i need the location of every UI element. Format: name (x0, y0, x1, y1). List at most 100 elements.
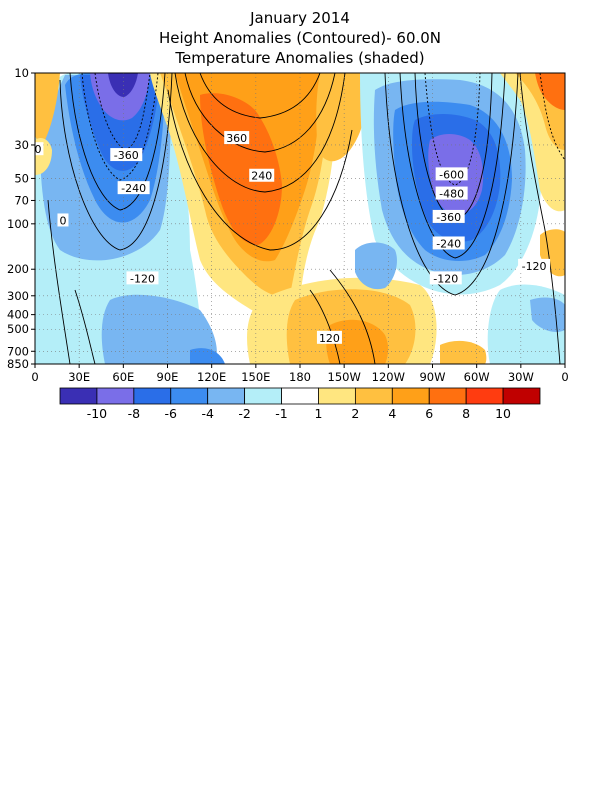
contour-label: -240 (121, 182, 146, 195)
contour-label-bg (435, 167, 468, 181)
x-axis: 0 30E 60E 90E 120E 150E 180 150W 120W 90W 60W 30W 0 (31, 364, 569, 384)
contour-zero-west (74, 289, 96, 364)
x-tick-label: 60E (112, 370, 134, 384)
y-tick-label: 200 (7, 262, 29, 276)
contour-pos-lower (309, 289, 341, 364)
cold-region-8 (90, 73, 150, 121)
colorbar-swatch (318, 387, 356, 405)
contour-label: 120 (319, 332, 340, 345)
contour-zero-west (47, 199, 71, 364)
contour-neg-eurasia (81, 73, 159, 181)
warm-region-8 (200, 93, 282, 245)
chart-subtitle-height: Height Anomalies (Contoured)- 60.0N (158, 29, 442, 47)
temperature-shading (35, 73, 565, 364)
y-tick-label: 10 (14, 66, 29, 80)
y-tick-label: 400 (7, 308, 29, 322)
plot-area: -360 -240 0 0 -120 360 240 120 -600 -480 -360 -240 -… (34, 73, 565, 364)
x-tick-label: 0 (561, 370, 568, 384)
y-tick-label: 500 (7, 322, 29, 336)
x-tick-label: 60W (464, 370, 490, 384)
contour-label: -600 (439, 168, 464, 181)
y-tick-label: 700 (7, 344, 29, 358)
contour-pos-pacific (174, 73, 346, 193)
colorbar-swatch (465, 387, 504, 405)
y-tick-label: 30 (14, 138, 29, 152)
contour-label-bg (435, 186, 468, 200)
cold-lower-eurasia-2 (190, 348, 225, 364)
contour-pos-pacific (199, 73, 321, 119)
x-tick-label: 150E (241, 370, 270, 384)
contour-label: 0 (34, 143, 41, 156)
colorbar: -10 -8 -6 -4 -2 -1 1 2 4 6 8 10 (59, 387, 541, 421)
contour-atlantic (519, 73, 561, 364)
colorbar-label: -1 (275, 406, 287, 421)
colorbar-label: 4 (388, 406, 396, 421)
contour-neg-eurasia (69, 73, 166, 211)
contour-label: -240 (436, 237, 461, 250)
colorbar-label: 8 (462, 406, 470, 421)
contour-label: -360 (436, 211, 461, 224)
contour-neg-na (399, 73, 506, 259)
x-tick-label: 30E (68, 370, 90, 384)
contour-pos-lower (329, 269, 376, 364)
contour-neg-eurasia (59, 73, 173, 251)
contour-label: -120 (433, 272, 458, 285)
contour-label-bg (432, 236, 465, 250)
colorbar-swatch (281, 387, 319, 405)
colorbar-swatch (59, 387, 98, 405)
contour-label-bg (224, 131, 250, 145)
warm-west-edge (35, 73, 60, 143)
colorbar-label: 1 (314, 406, 322, 421)
x-tick-label: 120E (197, 370, 226, 384)
grid-lines (35, 73, 565, 364)
contour-label-bg (249, 168, 275, 182)
x-tick-label: 120W (372, 370, 405, 384)
x-tick-label: 180 (289, 370, 311, 384)
cold-na-lower (355, 242, 397, 290)
contour-label-bg (110, 148, 143, 162)
colorbar-swatch (428, 387, 467, 405)
contour-label-bg (117, 181, 150, 195)
colorbar-label: -2 (238, 406, 250, 421)
x-tick-label: 90W (419, 370, 445, 384)
y-tick-label: 100 (7, 217, 29, 231)
contour-label-bg (57, 213, 69, 227)
colorbar-label: 2 (351, 406, 359, 421)
y-tick-label: 300 (7, 289, 29, 303)
y-tick-label: 70 (14, 193, 29, 207)
contour-label-bg (518, 258, 551, 272)
colorbar-label: -8 (128, 406, 141, 421)
colorbar-label: 6 (425, 406, 433, 421)
contour-neg-na (424, 73, 481, 186)
contour-pos-pacific (167, 89, 353, 251)
colorbar-label: -6 (165, 406, 178, 421)
x-tick-label: 90E (157, 370, 179, 384)
contour-label: -120 (522, 260, 547, 273)
x-tick-label: 30W (508, 370, 534, 384)
contour-label-bg (429, 271, 462, 285)
colorbar-swatch (391, 387, 430, 405)
colorbar-label: 10 (495, 406, 511, 421)
colorbar-swatch (170, 387, 209, 405)
chart-title: January 2014 (250, 9, 350, 27)
warm-lower-na (440, 340, 487, 364)
x-tick-label: 150W (328, 370, 361, 384)
contour-label-bg (432, 209, 465, 223)
colorbar-swatch (207, 387, 246, 405)
contour-label: 360 (226, 132, 247, 145)
cold-region-10 (108, 73, 138, 97)
contour-labels: -360 -240 0 0 -120 360 240 120 -600 -480 -360 -240 -… (34, 131, 551, 345)
contour-label: -120 (130, 272, 155, 285)
contour-neg-na (384, 73, 519, 296)
contour-label: -360 (114, 149, 139, 162)
contour-label: 0 (59, 214, 66, 227)
height-contours (47, 73, 565, 364)
colorbar-label: -10 (87, 406, 107, 421)
contour-label-bg (35, 142, 44, 156)
colorbar-swatch (133, 387, 172, 405)
colorbar-swatch (244, 387, 282, 405)
y-tick-label: 850 (7, 357, 29, 371)
contour-pos-pacific (184, 73, 336, 153)
